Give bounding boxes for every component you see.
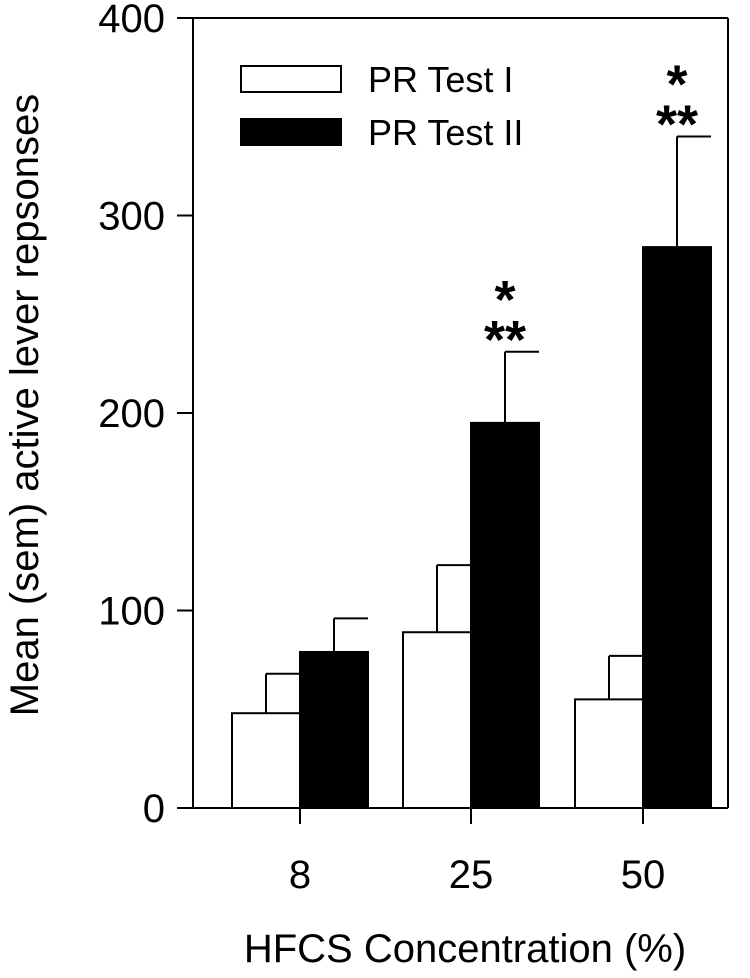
y-tick-label: 400 bbox=[98, 0, 165, 41]
bar-pr-test-i-50 bbox=[574, 698, 644, 809]
y-axis-ticks: 0 100 200 300 400 bbox=[98, 0, 193, 831]
significance-star-bottom: ** bbox=[484, 310, 526, 370]
legend-label-pr-test-ii: PR Test II bbox=[368, 112, 523, 153]
y-tick-label: 200 bbox=[98, 392, 165, 436]
legend-swatch-pr-test-ii bbox=[240, 118, 342, 146]
bars bbox=[231, 246, 712, 810]
significance-markers: ****** bbox=[484, 55, 698, 370]
significance-star-top: * bbox=[666, 55, 687, 115]
bar-pr-test-ii-25 bbox=[470, 421, 540, 809]
y-tick-label: 0 bbox=[143, 787, 165, 831]
y-axis-title: Mean (sem) active lever repsonses bbox=[3, 94, 47, 716]
legend-label-pr-test-i: PR Test I bbox=[368, 59, 513, 100]
bar-pr-test-i-8 bbox=[231, 712, 301, 810]
y-tick-label: 100 bbox=[98, 590, 165, 634]
significance-star-bottom: ** bbox=[656, 95, 698, 155]
x-tick-label: 50 bbox=[621, 853, 666, 897]
x-axis-ticks: 8 25 50 bbox=[289, 808, 665, 897]
bar-pr-test-ii-50 bbox=[642, 246, 712, 810]
x-tick-label: 8 bbox=[289, 853, 311, 897]
x-tick-label: 25 bbox=[449, 853, 494, 897]
bar-pr-test-ii-8 bbox=[299, 650, 369, 809]
x-axis-title: HFCS Concentration (%) bbox=[244, 927, 686, 971]
y-tick-label: 300 bbox=[98, 195, 165, 239]
plot-frame bbox=[192, 17, 729, 809]
legend-swatch-pr-test-i bbox=[240, 65, 342, 93]
error-bars bbox=[265, 135, 711, 714]
significance-star-top: * bbox=[494, 270, 515, 330]
legend: PR Test I PR Test II bbox=[240, 59, 523, 153]
bar-pr-test-i-25 bbox=[402, 631, 472, 809]
